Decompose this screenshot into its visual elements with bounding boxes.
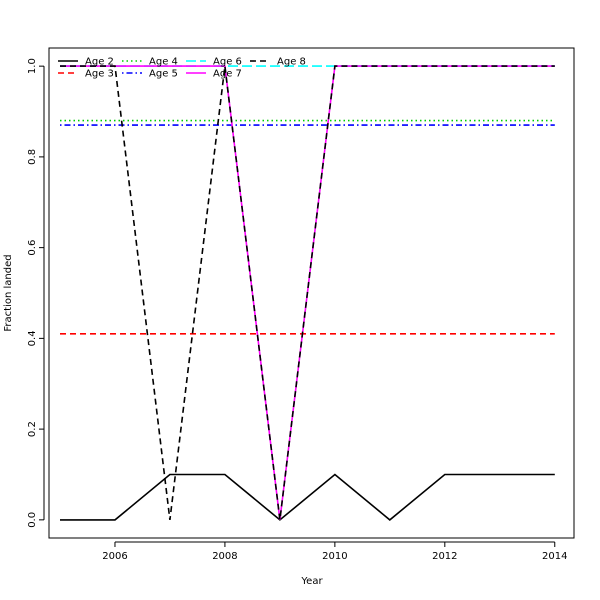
y-axis-label: Fraction landed [3, 254, 14, 331]
x-tick-label: 2014 [542, 551, 567, 562]
series-line-1 [60, 473, 555, 521]
y-axis: 0.0 0.2 0.4 0.6 0.8 1.0 [27, 58, 45, 528]
x-tick-label: 2006 [102, 551, 127, 562]
legend-label: Age 5 [149, 69, 178, 80]
y-tick-label: 0.6 [27, 240, 38, 256]
legend-label: Age 4 [149, 57, 178, 68]
x-axis-label: Year [300, 576, 323, 587]
x-tick-label: 2008 [212, 551, 237, 562]
legend-label: Age 3 [85, 69, 114, 80]
plot-frame [48, 47, 575, 539]
y-tick-label: 0.2 [27, 421, 38, 437]
y-tick-label: 0.4 [27, 330, 38, 346]
series-line-7 [60, 65, 555, 520]
legend-label: Age 8 [277, 57, 306, 68]
x-tick-label: 2012 [432, 551, 457, 562]
legend-label: Age 7 [213, 69, 242, 80]
legend-label: Age 6 [213, 57, 242, 68]
x-axis: 2006 2008 2010 2012 2014 [102, 541, 567, 562]
y-tick-label: 1.0 [27, 58, 38, 74]
x-tick-label: 2010 [322, 551, 347, 562]
series-layer [60, 65, 555, 521]
y-tick-label: 0.0 [27, 512, 38, 528]
legend-label: Age 2 [85, 57, 114, 68]
y-tick-label: 0.8 [27, 149, 38, 165]
